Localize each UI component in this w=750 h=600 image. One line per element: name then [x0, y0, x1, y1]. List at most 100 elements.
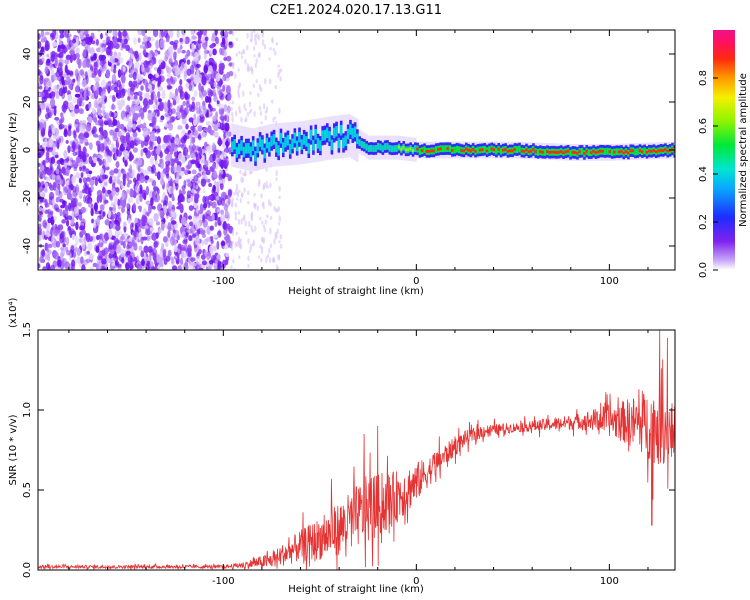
heatmap-cell	[269, 182, 272, 188]
heatmap-cell	[179, 79, 183, 86]
heatmap-cell	[74, 118, 80, 125]
heatmap-cell	[257, 53, 260, 58]
heatmap-cell	[269, 46, 272, 51]
heatmap-cell	[190, 225, 196, 235]
heatmap-cell	[147, 36, 151, 42]
x-tick-label: -100	[212, 276, 235, 287]
heatmap-cell	[135, 54, 140, 62]
heatmap-cell	[137, 157, 143, 167]
heatmap-cell	[69, 70, 74, 76]
heatmap-cell	[478, 148, 482, 152]
heatmap-cell	[194, 197, 199, 204]
heatmap-cell	[342, 137, 345, 149]
y-tick-label: 0.0	[22, 562, 33, 578]
heatmap-cell	[48, 80, 52, 88]
heatmap-cell	[59, 33, 65, 39]
heatmap-cell	[50, 156, 56, 164]
heatmap-cell	[55, 168, 60, 175]
heatmap-cell	[271, 36, 274, 44]
heatmap-cell	[53, 203, 59, 211]
heatmap-cell	[414, 145, 417, 153]
heatmap-cell	[105, 69, 111, 79]
heatmap-cell	[251, 229, 255, 233]
heatmap-cell	[80, 206, 86, 214]
heatmap-cell	[227, 138, 232, 143]
heatmap-cell	[120, 205, 125, 214]
heatmap-cell	[66, 69, 71, 76]
heatmap-cell	[185, 164, 191, 169]
heatmap-cell	[256, 142, 260, 154]
heatmap-cell	[222, 221, 227, 230]
heatmap-cell	[52, 125, 56, 135]
heatmap-cell	[149, 132, 156, 143]
heatmap-cell	[119, 230, 123, 236]
heatmap-cell	[152, 252, 157, 261]
heatmap-cell	[141, 214, 147, 224]
heatmap-cell	[261, 238, 264, 243]
heatmap-cell	[41, 170, 46, 179]
heatmap-cell	[376, 142, 380, 150]
heatmap-cell	[136, 232, 140, 239]
colorbar-label: Normalized spectral amplitude	[738, 73, 749, 227]
heatmap-cell	[189, 138, 193, 148]
heatmap-cell	[83, 30, 89, 36]
heatmap-cell	[46, 243, 50, 253]
heatmap-cell	[96, 157, 100, 162]
heatmap-cell	[209, 48, 213, 55]
heatmap-cell	[200, 231, 205, 235]
heatmap-cell	[76, 256, 81, 264]
heatmap-cell	[87, 242, 93, 252]
heatmap-cell	[78, 225, 85, 231]
heatmap-cell	[59, 234, 65, 244]
heatmap-cell	[136, 181, 140, 186]
heatmap-cell	[467, 148, 470, 152]
heatmap-cell	[631, 149, 635, 153]
heatmap-cell	[250, 66, 253, 73]
heatmap-cell	[78, 162, 84, 167]
heatmap-cell	[72, 38, 76, 44]
heatmap-cell	[133, 242, 138, 251]
heatmap-cell	[580, 147, 584, 155]
heatmap-cell	[174, 87, 179, 97]
heatmap-cell	[82, 48, 87, 58]
heatmap-cell	[148, 218, 154, 226]
heatmap-cell	[131, 100, 136, 106]
heatmap-cell	[539, 150, 542, 154]
heatmap-cell	[673, 149, 675, 153]
colorbar-tick-label: 0.0	[698, 262, 709, 278]
heatmap-cell	[258, 106, 262, 111]
heatmap-cell	[599, 149, 602, 153]
heatmap-cell	[209, 80, 214, 85]
heatmap-cell	[54, 57, 58, 67]
heatmap-cell	[219, 122, 224, 131]
heatmap-cell	[555, 151, 558, 154]
heatmap-cell	[191, 96, 196, 102]
heatmap-cell	[654, 150, 658, 154]
heatmap-cell	[63, 127, 68, 135]
heatmap-cell	[56, 175, 61, 180]
heatmap-cell	[150, 156, 155, 165]
heatmap-cell	[388, 144, 392, 152]
heatmap-cell	[235, 110, 238, 117]
heatmap-cell	[522, 149, 526, 153]
heatmap-cell	[89, 142, 93, 150]
heatmap-cell	[140, 250, 145, 258]
heatmap-cell	[638, 149, 642, 152]
heatmap-cell	[226, 211, 231, 222]
heatmap-cell	[227, 197, 231, 205]
heatmap-cell	[223, 49, 227, 58]
heatmap-cell	[41, 57, 45, 62]
heatmap-cell	[125, 104, 131, 113]
heatmap-cell	[192, 136, 196, 144]
heatmap-cell	[134, 98, 141, 105]
heatmap-cell	[444, 145, 447, 153]
heatmap-cell	[194, 221, 201, 230]
heatmap-cell	[127, 118, 133, 128]
heatmap-cell	[89, 47, 95, 55]
heatmap-cell	[225, 234, 231, 244]
heatmap-cell	[145, 211, 150, 216]
heatmap-cell	[351, 128, 355, 139]
heatmap-cell	[218, 172, 223, 182]
heatmap-cell	[135, 196, 140, 205]
spectrogram-ylabel: Frequency (Hz)	[8, 112, 19, 188]
